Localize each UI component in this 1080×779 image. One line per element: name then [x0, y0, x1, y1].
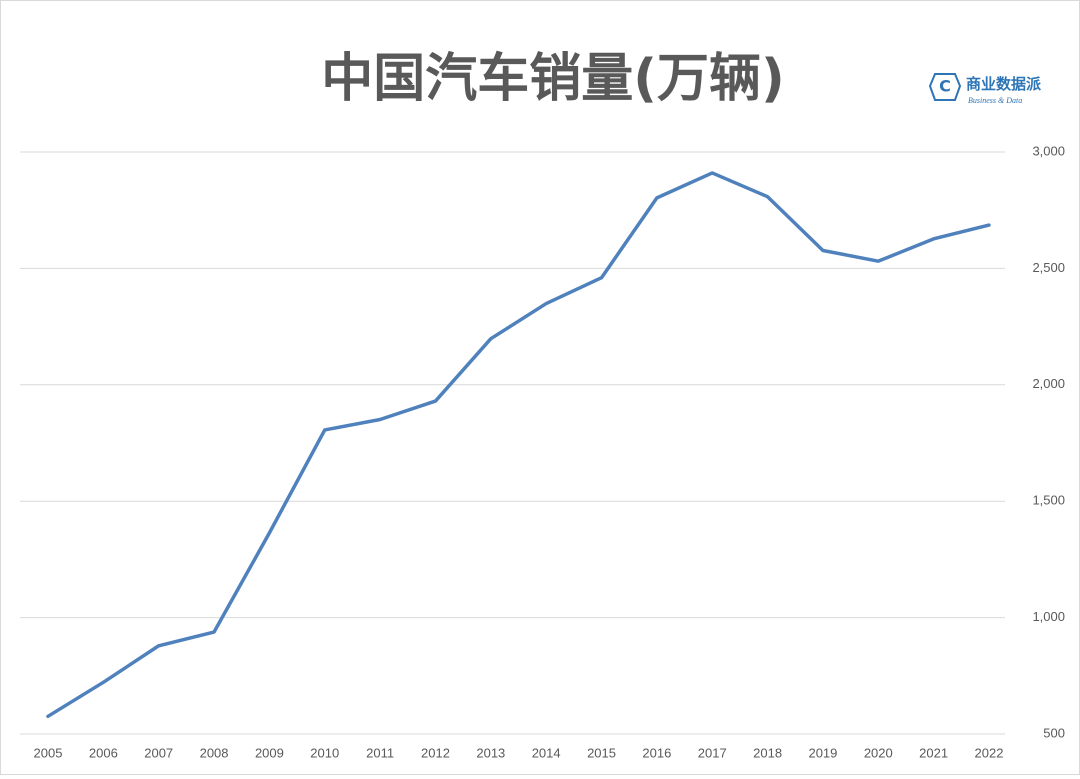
- data-line: [46, 171, 991, 719]
- x-tick-label: 2010: [310, 745, 339, 760]
- x-tick-label: 2009: [255, 745, 284, 760]
- x-tick-label: 2021: [919, 745, 948, 760]
- x-tick-label: 2017: [698, 745, 727, 760]
- x-tick-label: 2005: [34, 745, 63, 760]
- x-tick-label: 2022: [975, 745, 1004, 760]
- logo-tagline: Business & Data: [968, 96, 1022, 105]
- y-tick-label: 1,000: [1032, 609, 1065, 624]
- x-tick-label: 2018: [753, 745, 782, 760]
- y-tick-label: 2,000: [1032, 376, 1065, 391]
- x-tick-label: 2006: [89, 745, 118, 760]
- x-tick-label: 2011: [366, 745, 394, 760]
- logo-name: 商业数据派: [966, 75, 1042, 93]
- chart-title: 中国汽车销量(万辆): [321, 49, 785, 109]
- x-tick-label: 2014: [532, 745, 561, 760]
- y-tick-label: 2,500: [1032, 260, 1065, 275]
- x-tick-label: 2016: [642, 745, 671, 760]
- x-tick-label: 2008: [200, 745, 229, 760]
- x-tick-label: 2013: [476, 745, 505, 760]
- x-tick-label: 2015: [587, 745, 616, 760]
- y-tick-label: 1,500: [1032, 493, 1065, 508]
- x-tick-label: 2012: [421, 745, 450, 760]
- logo-icon: C: [939, 77, 951, 96]
- x-tick-label: 2019: [808, 745, 837, 760]
- y-tick-label: 500: [1043, 725, 1065, 740]
- y-tick-label: 3,000: [1032, 143, 1065, 158]
- x-tick-label: 2020: [864, 745, 893, 760]
- logo: C 商业数据派 Business & Data: [928, 73, 1042, 105]
- x-tick-label: 2007: [144, 745, 173, 760]
- logo-frame: [928, 73, 962, 101]
